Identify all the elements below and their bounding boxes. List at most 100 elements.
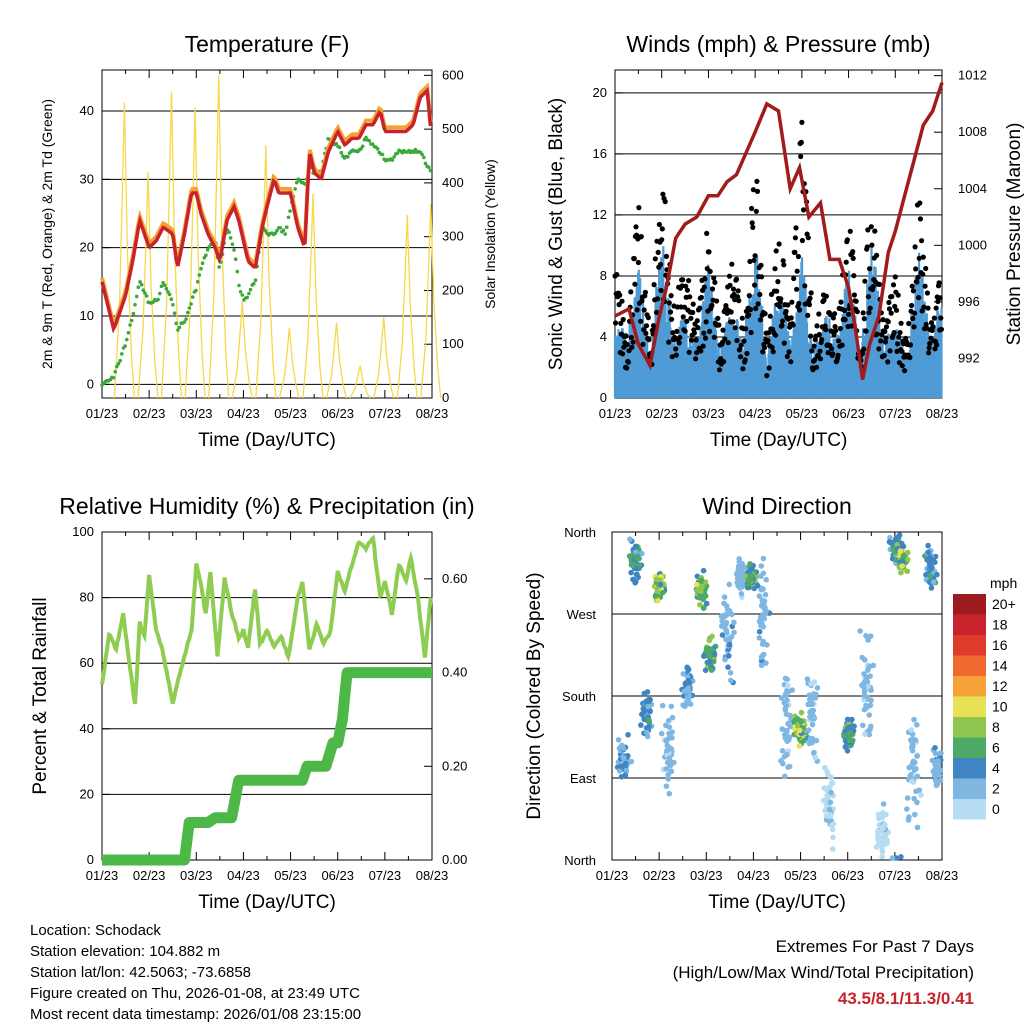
dir-point bbox=[867, 633, 874, 639]
rh-xtick-label: 02/23 bbox=[133, 868, 166, 883]
gust-point bbox=[799, 119, 805, 125]
gust-point bbox=[917, 200, 923, 206]
dir-point bbox=[787, 723, 794, 730]
dir-point bbox=[726, 641, 733, 648]
dewpoint-point bbox=[286, 215, 291, 220]
gust-point bbox=[747, 258, 753, 265]
dir-point bbox=[728, 677, 734, 684]
gust-point bbox=[909, 283, 915, 289]
legend-label: 4 bbox=[992, 760, 1000, 776]
dewpoint-point bbox=[120, 352, 124, 356]
dir-point bbox=[725, 664, 731, 670]
gust-point bbox=[807, 295, 813, 301]
dir-point bbox=[663, 738, 670, 744]
gust-point bbox=[735, 294, 741, 300]
gust-point bbox=[813, 364, 820, 370]
dir-point bbox=[702, 667, 709, 674]
gust-point bbox=[659, 237, 665, 243]
dir-point bbox=[898, 569, 904, 576]
dir-xtick-label: 02/23 bbox=[643, 868, 676, 883]
gust-point bbox=[791, 275, 797, 282]
temp-xtick-label: 02/23 bbox=[133, 406, 166, 421]
gust-point bbox=[911, 324, 917, 330]
legend-swatch bbox=[953, 594, 986, 615]
gust-point bbox=[658, 287, 664, 294]
gust-point bbox=[698, 348, 704, 354]
dir-point bbox=[785, 682, 791, 689]
gust-point bbox=[694, 318, 700, 324]
gust-point bbox=[725, 340, 731, 346]
dewpoint-point bbox=[334, 141, 339, 146]
gust-point bbox=[657, 261, 664, 268]
dir-point bbox=[937, 777, 944, 783]
gust-point bbox=[914, 279, 920, 285]
dir-point bbox=[664, 747, 670, 754]
gust-point bbox=[817, 356, 824, 362]
gust-point bbox=[821, 297, 827, 303]
gust-point bbox=[641, 307, 647, 313]
dir-point bbox=[914, 799, 920, 806]
gust-point bbox=[851, 292, 858, 298]
dewpoint-point bbox=[293, 187, 297, 191]
dir-point bbox=[909, 778, 915, 785]
dewpoint-point bbox=[423, 161, 428, 166]
dir-point bbox=[633, 578, 639, 585]
dir-point bbox=[687, 701, 694, 707]
dir-point bbox=[801, 737, 807, 744]
dir-point bbox=[779, 748, 786, 754]
gust-point bbox=[923, 321, 929, 327]
gust-point bbox=[823, 293, 830, 299]
gust-point bbox=[830, 351, 836, 357]
dir-ytick-label: South bbox=[562, 689, 596, 704]
dir-point bbox=[906, 814, 912, 820]
gust-point bbox=[738, 342, 744, 348]
gust-point bbox=[912, 244, 918, 250]
dewpoint-point bbox=[139, 282, 144, 287]
gust-point bbox=[788, 359, 794, 365]
dir-point bbox=[829, 846, 836, 852]
gust-point bbox=[920, 254, 926, 260]
gust-point bbox=[823, 327, 829, 333]
info-latest: Most recent data timestamp: 2026/01/08 2… bbox=[30, 1006, 362, 1023]
gust-point bbox=[907, 342, 914, 348]
gust-point bbox=[666, 300, 672, 306]
winds-ytick-label: 16 bbox=[593, 146, 607, 161]
dewpoint-point bbox=[129, 318, 134, 323]
rh-xtick-label: 04/23 bbox=[227, 868, 260, 883]
gust-point bbox=[853, 298, 859, 304]
info-location: Location: Schodack bbox=[30, 922, 161, 939]
gust-point bbox=[651, 282, 657, 288]
gust-point bbox=[777, 304, 783, 310]
dir-point bbox=[721, 594, 728, 600]
gust-point bbox=[778, 296, 784, 302]
gust-point bbox=[746, 293, 752, 299]
gust-point bbox=[917, 216, 924, 222]
gust-point bbox=[631, 256, 637, 262]
dir-point bbox=[754, 582, 761, 589]
dewpoint-point bbox=[111, 376, 116, 380]
gust-point bbox=[753, 305, 759, 312]
dir-point bbox=[748, 566, 754, 573]
gust-point bbox=[932, 346, 938, 352]
gust-point bbox=[921, 304, 927, 310]
gust-point bbox=[628, 334, 635, 341]
rh-ytick-label: 0 bbox=[87, 852, 94, 867]
gust-point bbox=[863, 328, 869, 334]
dewpoint-point bbox=[195, 280, 200, 284]
gust-point bbox=[728, 309, 734, 315]
gust-point bbox=[880, 317, 886, 323]
gust-point bbox=[893, 307, 900, 313]
dir-point bbox=[701, 653, 707, 659]
gust-point bbox=[910, 288, 917, 294]
gust-point bbox=[770, 349, 776, 355]
gust-point bbox=[878, 338, 884, 344]
dir-point bbox=[798, 718, 805, 725]
gust-point bbox=[617, 292, 623, 298]
dir-point bbox=[634, 565, 640, 572]
dir-point bbox=[706, 637, 713, 644]
dir-point bbox=[697, 602, 703, 608]
gust-point bbox=[660, 191, 666, 197]
dir-point bbox=[900, 543, 907, 550]
dir-point bbox=[842, 744, 849, 750]
dir-point bbox=[884, 839, 890, 845]
